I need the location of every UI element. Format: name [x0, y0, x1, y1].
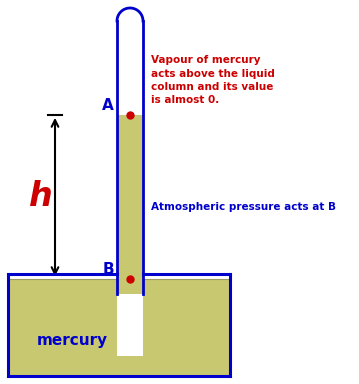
Bar: [8, 356, 230, 376]
Text: Atmospheric pressure acts at B: Atmospheric pressure acts at B: [151, 202, 336, 212]
Bar: [8, 279, 117, 376]
Bar: [143, 279, 230, 376]
Bar: [117, 115, 143, 294]
Text: mercury: mercury: [37, 333, 108, 349]
Bar: [118, 21, 142, 115]
Text: Vapour of mercury
acts above the liquid
column and its value
is almost 0.: Vapour of mercury acts above the liquid …: [151, 55, 275, 105]
Text: h: h: [29, 180, 53, 214]
Polygon shape: [118, 9, 142, 21]
Text: A: A: [102, 98, 114, 113]
Text: B: B: [102, 262, 114, 277]
